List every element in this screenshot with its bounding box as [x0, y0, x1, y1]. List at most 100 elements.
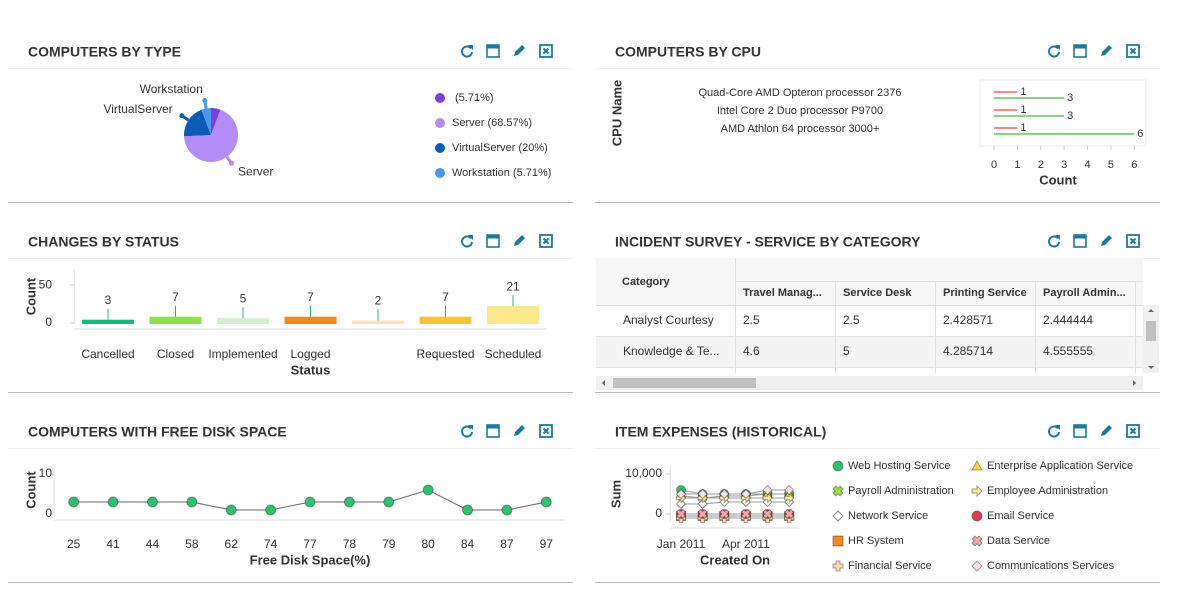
refresh-button[interactable] — [461, 424, 474, 438]
table-cell: 2.5 — [743, 313, 760, 327]
x-tick-label: 44 — [146, 537, 160, 551]
edit-button[interactable] — [1101, 45, 1112, 56]
table-header: Payroll Admin... — [1043, 287, 1126, 299]
legend-marker — [832, 535, 844, 547]
row-bg — [596, 336, 1143, 367]
x-tick-label: 25 — [67, 537, 81, 551]
pie-slice — [211, 108, 221, 135]
data-point — [675, 498, 687, 510]
close-button[interactable] — [539, 44, 553, 58]
value-label: 7 — [442, 290, 449, 304]
data-point — [719, 488, 730, 500]
close-button[interactable] — [1126, 234, 1140, 248]
plot-frame — [979, 79, 1147, 147]
bar — [994, 127, 1018, 129]
value-label: 1 — [1020, 122, 1026, 134]
refresh-button[interactable] — [1048, 234, 1061, 248]
refresh-button[interactable] — [1048, 44, 1061, 58]
legend-label: Server (68.57%) — [452, 117, 532, 129]
x-tick-label: 4 — [1084, 159, 1090, 171]
legend-marker — [971, 459, 983, 471]
value-label: 7 — [307, 290, 314, 304]
data-point — [146, 496, 158, 508]
data-point — [675, 488, 687, 500]
x-tick-label: 79 — [382, 537, 396, 551]
table-cell: 4.555555 — [1043, 344, 1093, 358]
legend-marker — [971, 535, 983, 547]
window-button[interactable] — [486, 44, 500, 58]
edit-button[interactable] — [514, 45, 525, 56]
panel-frames — [8, 68, 1160, 583]
bar — [217, 318, 269, 324]
close-button[interactable] — [1126, 424, 1140, 438]
table-cell: 2.5 — [843, 313, 860, 327]
legend-marker — [435, 168, 445, 178]
edit-button[interactable] — [1101, 425, 1112, 436]
legend-label: Financial Service — [848, 560, 932, 572]
table-cell: 4.6 — [743, 344, 760, 358]
data-point — [783, 484, 795, 496]
legend-marker — [435, 118, 445, 128]
legend-label: (5.71%) — [455, 92, 494, 104]
table-header: Printing Service — [943, 287, 1027, 299]
edit-button[interactable] — [514, 425, 525, 436]
table-cell: 2.428571 — [943, 313, 993, 327]
x-axis-title: Free Disk Space(%) — [250, 552, 371, 567]
refresh-button[interactable] — [461, 44, 474, 58]
data-point — [107, 496, 119, 508]
bar — [149, 316, 202, 324]
x-tick-label: 6 — [1131, 159, 1137, 171]
legend-marker — [832, 460, 844, 472]
legend-label: VirtualServer (20%) — [452, 142, 548, 154]
window-button[interactable] — [1073, 234, 1087, 248]
x-tick-label: Jan 2011 — [657, 537, 706, 551]
pie-slice — [184, 109, 211, 137]
legend-label: Network Service — [848, 510, 928, 522]
table-header: Ne — [1143, 287, 1157, 299]
y-axis-title: Count — [23, 471, 38, 509]
window-button[interactable] — [1073, 424, 1087, 438]
data-table: Category Travel Manag... Service Desk Print… — [596, 258, 1157, 373]
table-cell: 4.285714 — [943, 344, 993, 358]
refresh-button[interactable] — [461, 234, 474, 248]
table-cell: Analyst Courtesy — [623, 313, 714, 327]
x-tick-label: 1 — [1014, 159, 1020, 171]
refresh-button[interactable] — [1048, 424, 1061, 438]
x-tick-label: 84 — [461, 537, 475, 551]
pie-slice — [184, 109, 238, 163]
table-cell: 2.444444 — [1043, 313, 1093, 327]
bar — [994, 91, 1018, 93]
window-button[interactable] — [486, 424, 500, 438]
x-tick-label: Cancelled — [81, 347, 134, 361]
x-axis-title: Created On — [700, 552, 770, 567]
table-cell: Knowledge & Te... — [623, 344, 720, 358]
y-axis-title: CPU Name — [609, 80, 624, 146]
bar — [994, 109, 1018, 111]
close-button[interactable] — [539, 424, 553, 438]
x-tick-label: 41 — [106, 537, 120, 551]
leader-dot — [229, 160, 235, 166]
data-point — [462, 504, 474, 516]
panel-title: COMPUTERS BY CPU — [615, 44, 761, 60]
legend-marker — [971, 560, 983, 572]
legend-marker — [971, 484, 983, 498]
value-label: 6 — [1137, 128, 1143, 140]
close-button[interactable] — [539, 234, 553, 248]
x-tick-label: Implemented — [208, 347, 277, 361]
series-line — [680, 489, 790, 495]
edit-button[interactable] — [1101, 235, 1112, 246]
x-tick-label: 74 — [264, 537, 278, 551]
data-point — [343, 496, 355, 508]
window-button[interactable] — [486, 234, 500, 248]
edit-button[interactable] — [514, 235, 525, 246]
close-button[interactable] — [1126, 44, 1140, 58]
legend-label: Payroll Administration — [848, 485, 954, 497]
slice-label: Workstation — [140, 82, 203, 96]
panel-title: COMPUTERS WITH FREE DISK SPACE — [28, 424, 287, 440]
legend-marker — [832, 560, 844, 572]
window-button[interactable] — [1073, 44, 1087, 58]
value-label: 7 — [172, 290, 179, 304]
legend-label: Data Service — [987, 535, 1050, 547]
x-tick-label: 62 — [225, 537, 239, 551]
